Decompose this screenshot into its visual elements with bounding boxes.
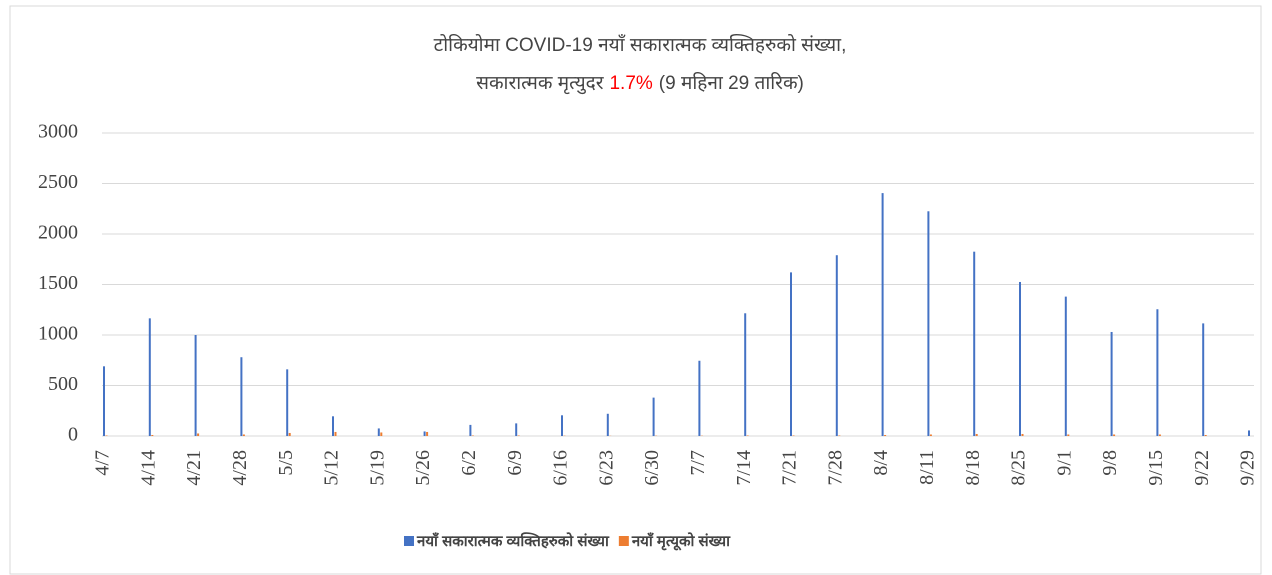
bar [838, 435, 841, 436]
bar [1110, 331, 1113, 436]
bar [426, 431, 429, 436]
bar [288, 432, 291, 436]
chart-frame [9, 5, 1262, 575]
x-tick-label: 6/30 [641, 450, 663, 486]
y-tick-label: 2000 [38, 222, 78, 244]
bar [194, 335, 197, 436]
bar [744, 313, 747, 436]
bar [1158, 434, 1161, 436]
bar [1113, 434, 1116, 436]
bar [881, 193, 884, 436]
bar [517, 435, 520, 436]
bar [471, 435, 474, 436]
x-tick-label: 5/26 [412, 450, 434, 486]
bar [698, 360, 701, 436]
x-tick-label: 6/16 [550, 450, 572, 486]
x-tick-label: 7/7 [687, 450, 709, 476]
bar [423, 431, 426, 436]
subtitle-part: सकारात्मक मृत्युदर [476, 73, 605, 95]
bar [242, 434, 245, 436]
bar [606, 413, 609, 436]
chart-subtitle: सकारात्मक मृत्युदर 1.7% (9 महिना 29 तारिक) [476, 71, 804, 95]
x-tick-label: 4/21 [183, 450, 205, 486]
x-tick-label: 8/25 [1008, 450, 1030, 486]
bar [884, 434, 887, 436]
x-tick-label: 5/5 [275, 450, 297, 476]
subtitle-part: (9 महिना 29 तारिक) [659, 71, 804, 94]
legend-label: नयाँ मृत्यूको संख्या [631, 532, 731, 551]
bar [103, 366, 105, 436]
x-tick-label: 6/2 [458, 450, 480, 476]
y-tick-label: 0 [68, 424, 78, 446]
x-tick-label: 4/14 [137, 450, 159, 486]
bar [151, 434, 154, 436]
bar [377, 428, 380, 436]
x-tick-label: 8/4 [870, 450, 892, 476]
bar [746, 435, 749, 436]
bar [973, 251, 976, 436]
bar [515, 423, 518, 436]
x-tick-label: 7/14 [733, 450, 755, 486]
x-tick-label: 6/9 [504, 450, 526, 476]
bar [332, 416, 334, 436]
bar [835, 255, 838, 436]
bar [927, 211, 930, 436]
y-tick-label: 1000 [38, 323, 78, 345]
bar [148, 318, 151, 436]
bar [1202, 323, 1205, 436]
bar [652, 397, 655, 436]
bar [975, 433, 978, 436]
x-tick-label: 5/19 [366, 450, 388, 486]
x-tick-label: 9/22 [1191, 450, 1213, 486]
bar [1248, 430, 1250, 436]
bar [197, 433, 200, 436]
subtitle-highlight: 1.7% [609, 73, 652, 94]
bar [929, 434, 932, 436]
x-tick-label: 6/23 [595, 450, 617, 486]
bar [1064, 296, 1067, 436]
legend-swatch [404, 536, 414, 546]
chart-title: टोकियोमा COVID-19 नयाँ सकारात्मक व्यक्ति… [434, 33, 847, 56]
y-tick-label: 3000 [38, 121, 78, 143]
bar [469, 424, 472, 436]
x-tick-label: 4/7 [92, 450, 114, 476]
legend-swatch [618, 536, 629, 546]
x-tick-label: 7/28 [824, 450, 846, 486]
legend-label: नयाँ सकारात्मक व्यक्तिहरुको संख्या [416, 532, 610, 550]
y-tick-label: 500 [48, 373, 78, 395]
x-tick-label: 9/1 [1053, 450, 1075, 476]
bar [240, 357, 243, 436]
bar [1156, 309, 1159, 436]
x-tick-label: 9/8 [1099, 450, 1121, 476]
x-tick-label: 4/28 [229, 450, 251, 486]
x-tick-label: 5/12 [321, 450, 343, 486]
y-tick-label: 1500 [38, 272, 78, 294]
bar [380, 432, 383, 436]
bar [334, 431, 337, 436]
bar [790, 272, 792, 436]
x-tick-label: 9/29 [1237, 450, 1259, 486]
legend: नयाँ सकारात्मक व्यक्तिहरुको संख्या नयाँ म… [404, 532, 731, 551]
bar [1019, 281, 1021, 436]
bar [1067, 434, 1070, 436]
x-tick-label: 8/11 [916, 450, 938, 485]
y-tick-label: 2500 [38, 171, 78, 193]
bar [1021, 433, 1024, 436]
bar [561, 415, 563, 436]
x-tick-label: 8/18 [962, 450, 984, 486]
bar [1204, 434, 1207, 436]
x-tick-label: 7/21 [779, 450, 801, 486]
bar [105, 435, 108, 436]
x-tick-label: 9/15 [1145, 450, 1167, 486]
bar [286, 369, 289, 436]
bar [792, 435, 795, 436]
